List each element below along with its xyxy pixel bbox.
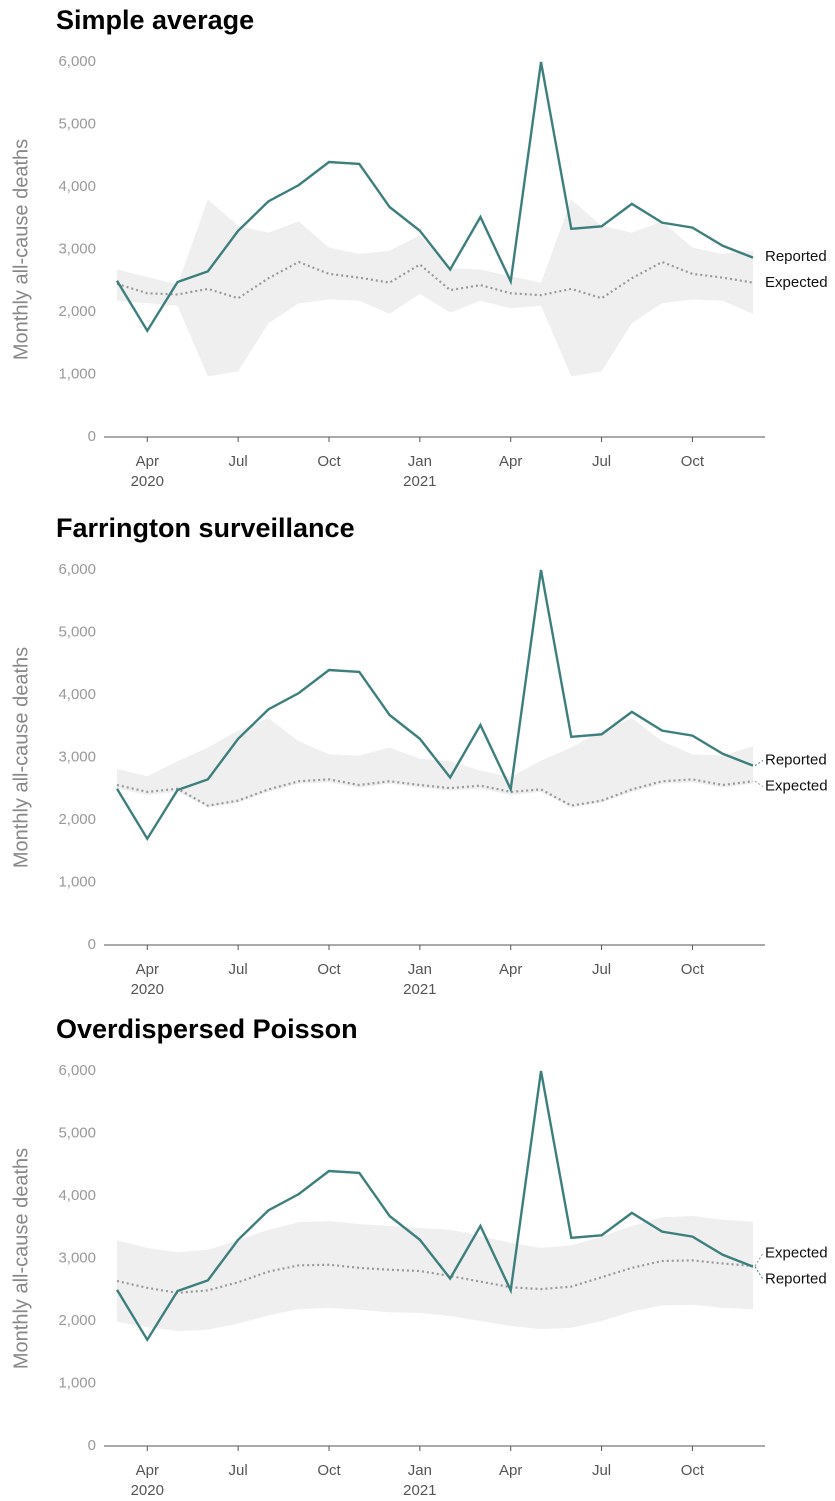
series-line <box>116 778 754 807</box>
chart: Simple average Monthly all-cause deaths 0 1… <box>10 5 827 490</box>
x-tick-label: Apr <box>136 1462 159 1479</box>
legend-label: Reported <box>765 751 827 768</box>
x-tick-label: Apr <box>136 453 159 470</box>
x-tick-label: Jul <box>592 453 611 470</box>
y-axis-label: Monthly all-cause deaths <box>10 1148 32 1369</box>
y-tick-label: 1,000 <box>58 1374 96 1391</box>
series-line <box>115 1070 754 1343</box>
x-tick-year: 2021 <box>403 981 436 998</box>
y-tick-label: 4,000 <box>58 178 96 195</box>
chart-title: Simple average <box>56 5 254 35</box>
y-tick-label: 6,000 <box>58 53 96 70</box>
y-tick-label: 2,000 <box>58 1312 96 1329</box>
y-axis-label: Monthly all-cause deaths <box>10 647 32 868</box>
label-leader <box>754 1266 764 1280</box>
y-tick-label: 6,000 <box>58 561 96 578</box>
y-tick-label: 4,000 <box>58 686 96 703</box>
y-axis-label: Monthly all-cause deaths <box>10 139 32 360</box>
chart-title: Farrington surveillance <box>56 513 355 543</box>
x-tick-year: 2021 <box>403 1482 436 1499</box>
chart: Farrington surveillance Monthly all-cause… <box>10 513 827 998</box>
x-tick-label: Oct <box>681 961 705 978</box>
x-tick-label: Jul <box>229 453 248 470</box>
series-line <box>115 569 754 842</box>
y-tick-label: 4,000 <box>58 1187 96 1204</box>
x-tick-label: Jul <box>229 961 248 978</box>
x-tick-label: Oct <box>317 1462 341 1479</box>
x-tick-label: Apr <box>499 961 522 978</box>
series-line <box>115 61 754 334</box>
band <box>117 1216 753 1331</box>
y-tick-label: 5,000 <box>58 623 96 640</box>
y-tick-label: 1,000 <box>58 365 96 382</box>
y-tick-label: 0 <box>88 936 96 953</box>
legend-label: Expected <box>765 1244 828 1261</box>
legend-label: Reported <box>765 1270 827 1287</box>
x-tick-label: Oct <box>317 961 341 978</box>
y-tick-label: 0 <box>88 1437 96 1454</box>
x-tick-label: Apr <box>499 1462 522 1479</box>
label-leader <box>754 1253 764 1267</box>
y-tick-label: 2,000 <box>58 303 96 320</box>
legend-label: Reported <box>765 248 827 265</box>
x-tick-label: Jan <box>408 961 432 978</box>
x-tick-year: 2020 <box>131 1482 164 1499</box>
label-leader <box>754 760 764 767</box>
y-tick-label: 5,000 <box>58 115 96 132</box>
x-tick-label: Oct <box>681 1462 705 1479</box>
x-tick-label: Jan <box>408 453 432 470</box>
y-tick-label: 0 <box>88 428 96 445</box>
label-leader <box>754 780 764 787</box>
band <box>117 718 753 808</box>
x-tick-label: Apr <box>499 453 522 470</box>
y-tick-label: 6,000 <box>58 1062 96 1079</box>
x-tick-label: Oct <box>317 453 341 470</box>
x-tick-label: Jul <box>592 961 611 978</box>
legend-label: Expected <box>765 777 828 794</box>
x-tick-label: Apr <box>136 961 159 978</box>
y-tick-label: 3,000 <box>58 1249 96 1266</box>
y-tick-label: 2,000 <box>58 811 96 828</box>
x-tick-label: Jul <box>229 1462 248 1479</box>
y-tick-label: 5,000 <box>58 1124 96 1141</box>
y-tick-label: 3,000 <box>58 748 96 765</box>
y-tick-label: 1,000 <box>58 873 96 890</box>
legend-label: Expected <box>765 274 828 291</box>
chart: Overdispersed Poisson Monthly all-cause d… <box>10 1014 827 1499</box>
y-tick-label: 3,000 <box>58 240 96 257</box>
chart-title: Overdispersed Poisson <box>56 1014 358 1044</box>
band <box>117 199 753 377</box>
x-tick-year: 2021 <box>403 473 436 490</box>
x-tick-label: Jul <box>592 1462 611 1479</box>
x-tick-year: 2020 <box>131 981 164 998</box>
x-tick-label: Oct <box>681 453 705 470</box>
x-tick-year: 2020 <box>131 473 164 490</box>
x-tick-label: Jan <box>408 1462 432 1479</box>
